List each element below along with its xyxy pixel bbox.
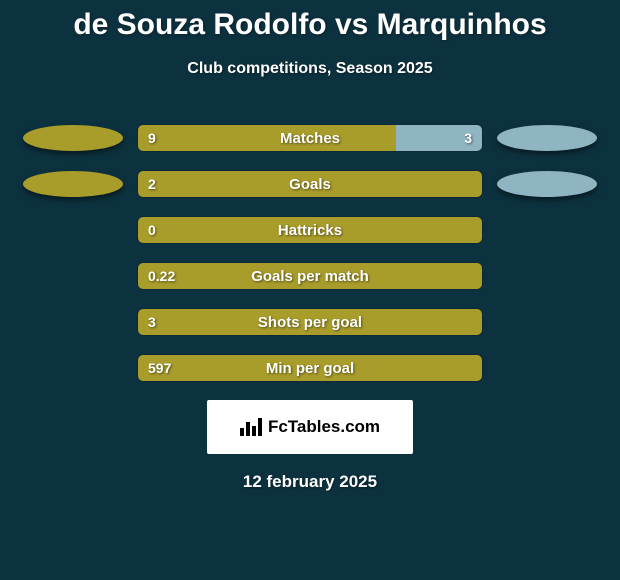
- date-label: 12 february 2025: [0, 472, 620, 492]
- bar-segment-player1: [138, 355, 482, 381]
- bar-segment-player1: [138, 171, 482, 197]
- stat-bar: 0Hattricks: [137, 216, 483, 244]
- comparison-card: de Souza Rodolfo vs Marquinhos Club comp…: [0, 0, 620, 580]
- player1-oval: [23, 171, 123, 197]
- stat-bar: 2Goals: [137, 170, 483, 198]
- player2-oval: [497, 171, 597, 197]
- logo-badge: FcTables.com: [207, 400, 413, 454]
- stat-bar: 3Shots per goal: [137, 308, 483, 336]
- bar-segment-player1: [138, 263, 482, 289]
- bar-segment-player2: [396, 125, 482, 151]
- stat-row: 597Min per goal: [0, 354, 620, 382]
- stat-row: 0Hattricks: [0, 216, 620, 244]
- logo-text: FcTables.com: [268, 417, 380, 437]
- bar-segment-player1: [138, 309, 482, 335]
- stats-container: 93Matches 2Goals 0Hattricks 0.22Goals per m…: [0, 124, 620, 382]
- bar-chart-icon: [240, 418, 262, 436]
- page-title: de Souza Rodolfo vs Marquinhos: [0, 8, 620, 42]
- stat-row: 93Matches: [0, 124, 620, 152]
- player2-oval: [497, 125, 597, 151]
- bar-segment-player1: [138, 125, 396, 151]
- stat-bar: 597Min per goal: [137, 354, 483, 382]
- player1-oval: [23, 125, 123, 151]
- bar-segment-player1: [138, 217, 482, 243]
- stat-row: 0.22Goals per match: [0, 262, 620, 290]
- stat-row: 3Shots per goal: [0, 308, 620, 336]
- stat-bar: 93Matches: [137, 124, 483, 152]
- subtitle: Club competitions, Season 2025: [0, 60, 620, 78]
- stat-row: 2Goals: [0, 170, 620, 198]
- stat-bar: 0.22Goals per match: [137, 262, 483, 290]
